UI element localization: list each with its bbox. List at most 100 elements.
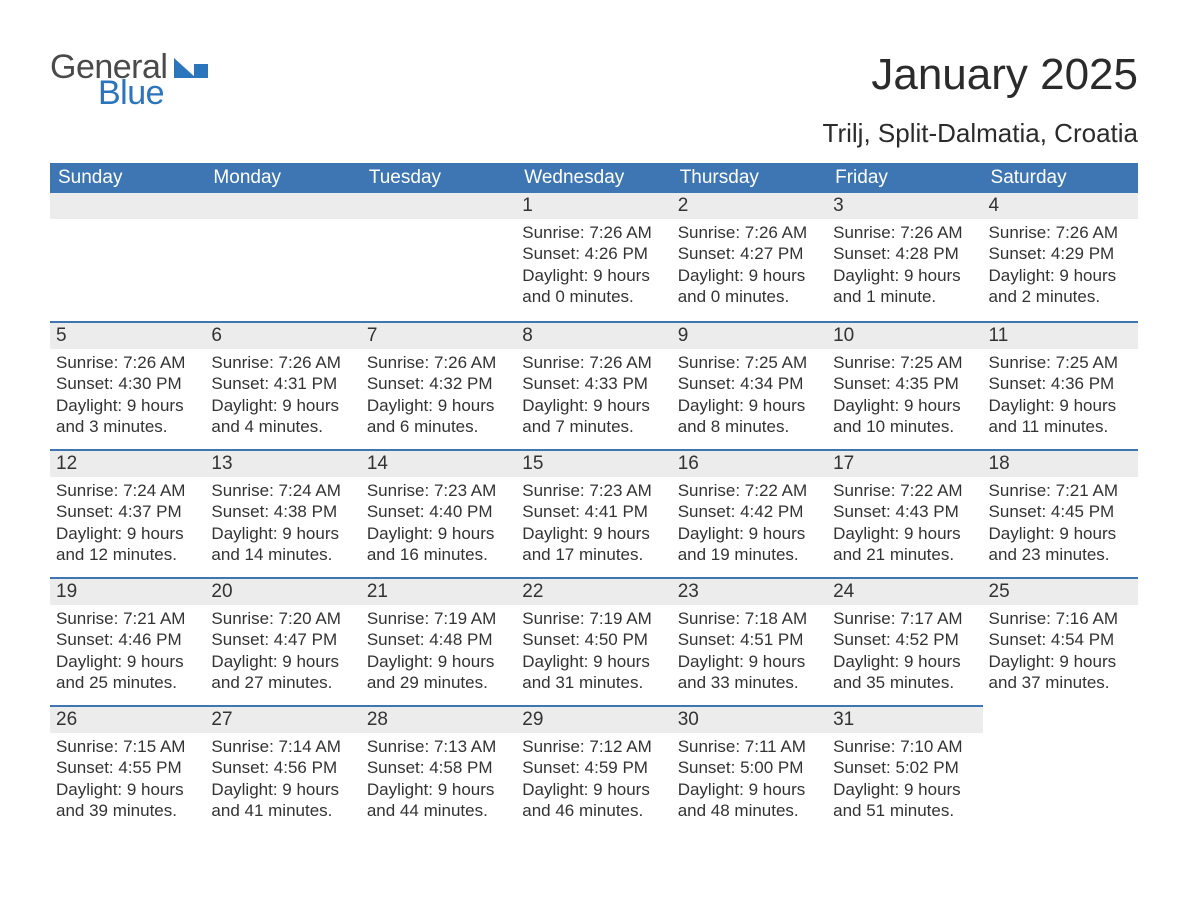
sunset-line-label: Sunset: [367, 758, 429, 777]
sunset-line: Sunset: 4:33 PM [522, 373, 665, 394]
sunset-line-label: Sunset: [367, 374, 429, 393]
day-data: Sunrise: 7:17 AMSunset: 4:52 PMDaylight:… [827, 605, 982, 699]
daylight-line-label: Daylight: [211, 780, 282, 799]
day-number: 3 [827, 193, 982, 219]
sunrise-line: Sunrise: 7:26 AM [833, 222, 976, 243]
daylight-line-label: Daylight: [367, 396, 438, 415]
sunset-line: Sunset: 4:48 PM [367, 629, 510, 650]
day-data: Sunrise: 7:25 AMSunset: 4:35 PMDaylight:… [827, 349, 982, 443]
day-number: 2 [672, 193, 827, 219]
daylight-line: Daylight: 9 hours and 27 minutes. [211, 651, 354, 694]
sunset-line-label: Sunset: [833, 630, 895, 649]
sunset-line-label: Sunset: [522, 758, 584, 777]
sunset-line-value: 4:45 PM [1051, 502, 1114, 521]
daylight-line-label: Daylight: [522, 396, 593, 415]
day-data: Sunrise: 7:25 AMSunset: 4:34 PMDaylight:… [672, 349, 827, 443]
weekday-header: Sunday [50, 163, 205, 193]
sunrise-line-label: Sunrise: [989, 609, 1056, 628]
daylight-line: Daylight: 9 hours and 6 minutes. [367, 395, 510, 438]
day-data: Sunrise: 7:26 AMSunset: 4:30 PMDaylight:… [50, 349, 205, 443]
sunrise-line-value: 7:17 AM [900, 609, 962, 628]
sunrise-line-label: Sunrise: [989, 353, 1056, 372]
daylight-line: Daylight: 9 hours and 51 minutes. [833, 779, 976, 822]
sunrise-line: Sunrise: 7:15 AM [56, 736, 199, 757]
daylight-line: Daylight: 9 hours and 8 minutes. [678, 395, 821, 438]
sunset-line-value: 4:42 PM [740, 502, 803, 521]
daylight-line: Daylight: 9 hours and 3 minutes. [56, 395, 199, 438]
sunrise-line-value: 7:22 AM [745, 481, 807, 500]
sunset-line-label: Sunset: [833, 758, 895, 777]
daylight-line: Daylight: 9 hours and 14 minutes. [211, 523, 354, 566]
sunrise-line-value: 7:26 AM [434, 353, 496, 372]
sunset-line: Sunset: 4:30 PM [56, 373, 199, 394]
sunset-line-label: Sunset: [211, 630, 273, 649]
sunrise-line: Sunrise: 7:25 AM [833, 352, 976, 373]
day-data: Sunrise: 7:16 AMSunset: 4:54 PMDaylight:… [983, 605, 1138, 699]
sunrise-line: Sunrise: 7:11 AM [678, 736, 821, 757]
daylight-line-label: Daylight: [367, 652, 438, 671]
sunrise-line-label: Sunrise: [522, 223, 589, 242]
day-data: Sunrise: 7:10 AMSunset: 5:02 PMDaylight:… [827, 733, 982, 827]
sunset-line: Sunset: 4:43 PM [833, 501, 976, 522]
sunrise-line-value: 7:13 AM [434, 737, 496, 756]
sunrise-line-label: Sunrise: [833, 223, 900, 242]
day-number: 8 [516, 321, 671, 349]
sunrise-line-label: Sunrise: [367, 609, 434, 628]
daylight-line: Daylight: 9 hours and 0 minutes. [522, 265, 665, 308]
calendar-week-row: 19Sunrise: 7:21 AMSunset: 4:46 PMDayligh… [50, 577, 1138, 705]
sunset-line-label: Sunset: [211, 374, 273, 393]
day-number: 4 [983, 193, 1138, 219]
daylight-line: Daylight: 9 hours and 25 minutes. [56, 651, 199, 694]
sunset-line: Sunset: 4:31 PM [211, 373, 354, 394]
day-number: 31 [827, 705, 982, 733]
sunrise-line-label: Sunrise: [211, 737, 278, 756]
day-data: Sunrise: 7:13 AMSunset: 4:58 PMDaylight:… [361, 733, 516, 827]
sunset-line: Sunset: 4:52 PM [833, 629, 976, 650]
sunrise-line-label: Sunrise: [211, 609, 278, 628]
month-title: January 2025 [823, 50, 1138, 100]
calendar-day-cell: 14Sunrise: 7:23 AMSunset: 4:40 PMDayligh… [361, 449, 516, 577]
sunset-line-label: Sunset: [989, 244, 1051, 263]
sunrise-line-label: Sunrise: [833, 609, 900, 628]
sunset-line: Sunset: 4:59 PM [522, 757, 665, 778]
sunset-line-value: 4:43 PM [895, 502, 958, 521]
calendar-day-cell: 27Sunrise: 7:14 AMSunset: 4:56 PMDayligh… [205, 705, 360, 833]
empty-day-bar [361, 193, 516, 219]
day-data: Sunrise: 7:18 AMSunset: 4:51 PMDaylight:… [672, 605, 827, 699]
sunset-line-value: 4:40 PM [429, 502, 492, 521]
daylight-line: Daylight: 9 hours and 23 minutes. [989, 523, 1132, 566]
daylight-line: Daylight: 9 hours and 16 minutes. [367, 523, 510, 566]
sunset-line-label: Sunset: [522, 244, 584, 263]
daylight-line-label: Daylight: [833, 780, 904, 799]
sunrise-line-label: Sunrise: [367, 353, 434, 372]
daylight-line-label: Daylight: [56, 780, 127, 799]
daylight-line-label: Daylight: [367, 524, 438, 543]
sunrise-line-value: 7:26 AM [123, 353, 185, 372]
sunrise-line: Sunrise: 7:19 AM [367, 608, 510, 629]
calendar-day-cell: 26Sunrise: 7:15 AMSunset: 4:55 PMDayligh… [50, 705, 205, 833]
sunrise-line: Sunrise: 7:23 AM [522, 480, 665, 501]
calendar-day-cell [983, 705, 1138, 833]
calendar-day-cell: 3Sunrise: 7:26 AMSunset: 4:28 PMDaylight… [827, 193, 982, 321]
daylight-line-label: Daylight: [522, 524, 593, 543]
calendar-day-cell: 23Sunrise: 7:18 AMSunset: 4:51 PMDayligh… [672, 577, 827, 705]
day-number: 20 [205, 577, 360, 605]
sunset-line-value: 4:27 PM [740, 244, 803, 263]
sunset-line-value: 4:34 PM [740, 374, 803, 393]
sunrise-line-value: 7:23 AM [434, 481, 496, 500]
sunset-line-value: 4:54 PM [1051, 630, 1114, 649]
sunrise-line-value: 7:10 AM [900, 737, 962, 756]
day-number: 15 [516, 449, 671, 477]
sunrise-line-label: Sunrise: [833, 353, 900, 372]
sunset-line: Sunset: 5:02 PM [833, 757, 976, 778]
sunrise-line-value: 7:15 AM [123, 737, 185, 756]
day-data: Sunrise: 7:26 AMSunset: 4:31 PMDaylight:… [205, 349, 360, 443]
sunrise-line-label: Sunrise: [211, 353, 278, 372]
sunset-line-value: 4:36 PM [1051, 374, 1114, 393]
day-number: 24 [827, 577, 982, 605]
day-number: 7 [361, 321, 516, 349]
day-number: 25 [983, 577, 1138, 605]
sunset-line: Sunset: 4:51 PM [678, 629, 821, 650]
sunrise-line-label: Sunrise: [522, 609, 589, 628]
day-number: 9 [672, 321, 827, 349]
